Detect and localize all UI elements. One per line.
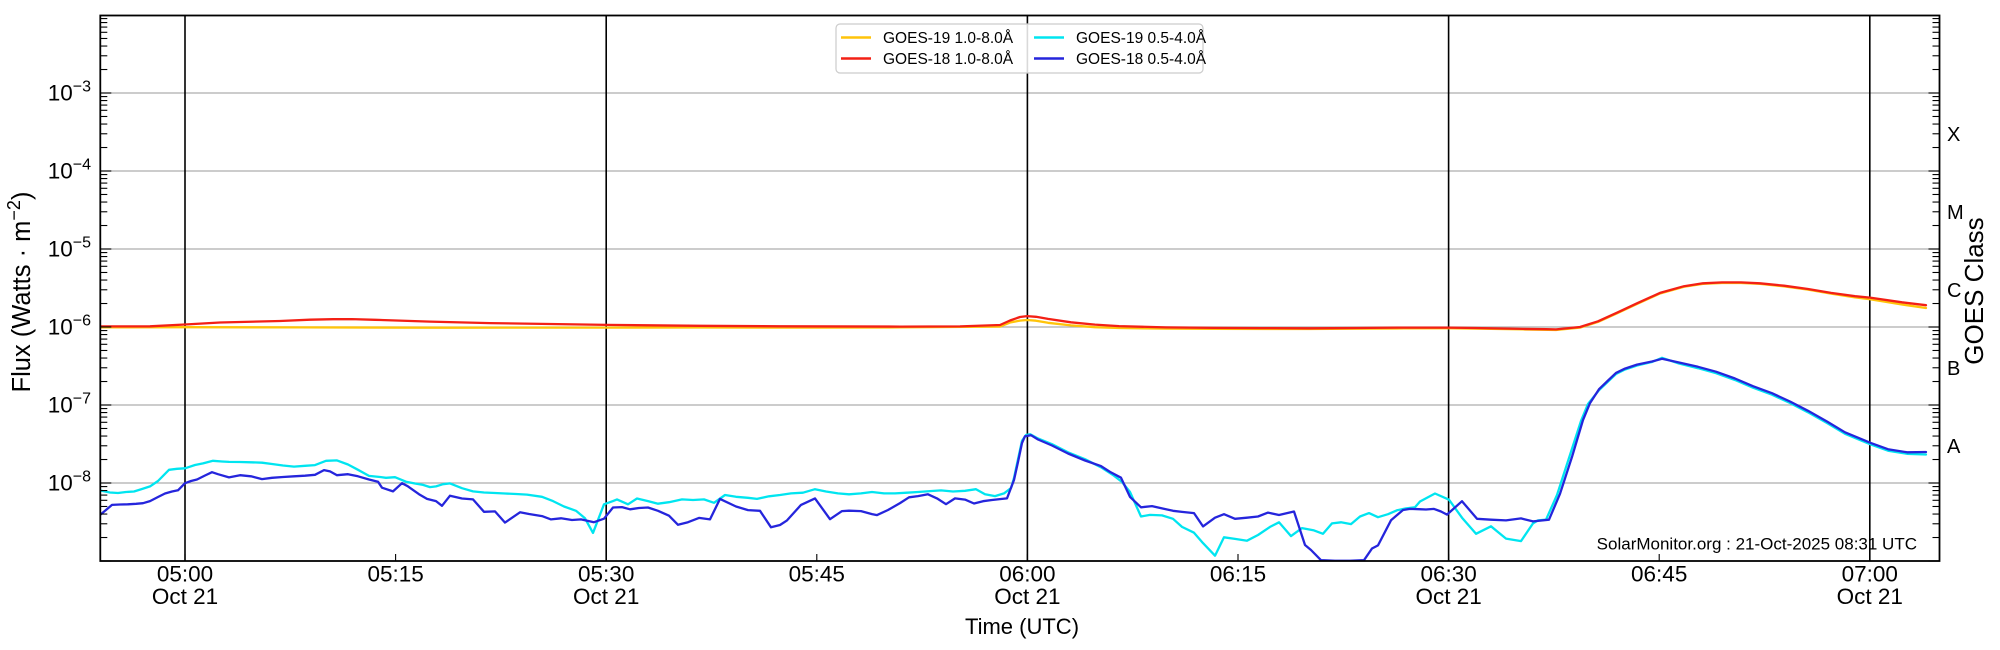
svg-text:A: A	[1947, 436, 1961, 458]
svg-text:10−4: 10−4	[48, 157, 91, 184]
svg-text:05:45: 05:45	[789, 562, 845, 587]
svg-text:Oct 21: Oct 21	[1415, 584, 1481, 609]
svg-text:06:45: 06:45	[1631, 562, 1687, 587]
svg-text:Flux (Watts · m−2): Flux (Watts · m−2)	[4, 192, 36, 393]
svg-text:10−7: 10−7	[48, 391, 91, 418]
svg-text:Oct 21: Oct 21	[994, 584, 1060, 609]
svg-text:SolarMonitor.org : 21-Oct-2025: SolarMonitor.org : 21-Oct-2025 08:31 UTC	[1597, 535, 1917, 554]
svg-text:07:00: 07:00	[1842, 562, 1898, 587]
svg-text:Oct 21: Oct 21	[1837, 584, 1903, 609]
svg-text:05:30: 05:30	[578, 562, 634, 587]
svg-text:C: C	[1947, 280, 1961, 302]
svg-text:06:30: 06:30	[1420, 562, 1476, 587]
svg-text:Oct 21: Oct 21	[573, 584, 639, 609]
svg-text:GOES Class: GOES Class	[1959, 217, 1989, 364]
svg-text:GOES-18 1.0-8.0Å: GOES-18 1.0-8.0Å	[883, 51, 1014, 68]
svg-text:Time (UTC): Time (UTC)	[965, 614, 1079, 639]
svg-text:GOES-19 1.0-8.0Å: GOES-19 1.0-8.0Å	[883, 30, 1014, 47]
svg-text:M: M	[1947, 202, 1964, 224]
svg-text:06:00: 06:00	[999, 562, 1055, 587]
svg-text:05:15: 05:15	[367, 562, 423, 587]
svg-text:GOES-19 0.5-4.0Å: GOES-19 0.5-4.0Å	[1076, 30, 1207, 47]
svg-text:06:15: 06:15	[1210, 562, 1266, 587]
svg-text:GOES-18 0.5-4.0Å: GOES-18 0.5-4.0Å	[1076, 51, 1207, 68]
svg-text:B: B	[1947, 358, 1960, 380]
svg-text:X: X	[1947, 124, 1960, 146]
svg-text:05:00: 05:00	[157, 562, 213, 587]
svg-text:Oct 21: Oct 21	[152, 584, 218, 609]
